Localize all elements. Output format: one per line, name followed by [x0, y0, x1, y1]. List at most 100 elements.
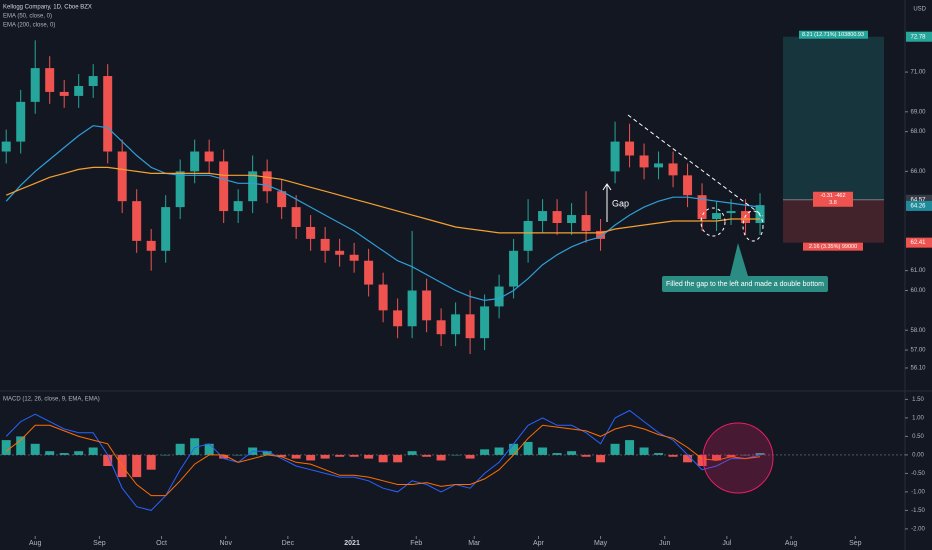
- price-label-box: [906, 31, 932, 42]
- candle-body: [30, 68, 40, 102]
- candle-body: [726, 211, 736, 214]
- candle-body: [45, 68, 55, 92]
- y-tick-label: 66.00: [910, 169, 926, 175]
- histogram-bar: [132, 454, 142, 478]
- histogram-bar: [320, 454, 330, 459]
- histogram-bar: [1, 440, 11, 455]
- histogram-bar: [146, 454, 156, 470]
- y-tick-label: 71.00: [910, 70, 926, 76]
- target-label: 8.21 (12.71%) 103800.93: [802, 32, 864, 38]
- price-label: 62.41: [910, 240, 926, 246]
- bottom-circle: [700, 207, 726, 237]
- histogram-bar: [697, 454, 707, 466]
- histogram-bar: [494, 447, 504, 455]
- candle-body: [88, 76, 98, 86]
- histogram-bar: [407, 451, 417, 455]
- signal-line: [5, 424, 761, 497]
- y-tick-label: 57.00: [910, 348, 926, 354]
- x-tick-label: May: [594, 540, 608, 547]
- histogram-bar: [30, 443, 40, 455]
- candle-body: [654, 163, 664, 168]
- y-tick-label: 56.10: [910, 366, 926, 372]
- histogram-bar: [393, 454, 403, 463]
- candle-body: [552, 211, 562, 223]
- candle-body: [451, 314, 461, 335]
- candle-body: [668, 163, 678, 176]
- y-tick-label: 0.00: [912, 452, 924, 458]
- histogram-bar: [219, 454, 229, 459]
- histogram-bar: [523, 441, 533, 455]
- candle-body: [59, 91, 69, 96]
- y-tick-label: -1.00: [911, 489, 925, 495]
- annotation: Filled the gap to the left and made a do…: [666, 281, 824, 288]
- annotation: Gap: [612, 198, 629, 208]
- histogram-bar: [538, 447, 548, 455]
- candle-body: [277, 191, 287, 208]
- candle-body: [567, 215, 577, 223]
- candle-body: [581, 215, 591, 231]
- y-tick-label: -1.50: [911, 508, 925, 514]
- x-tick-label: Sep: [849, 540, 862, 547]
- histogram-bar: [552, 453, 562, 455]
- histogram-bar: [625, 440, 635, 455]
- callout-box: [662, 276, 828, 292]
- entry-sublabel: 3.8: [829, 200, 837, 206]
- candle-body: [74, 85, 84, 96]
- candle-body: [422, 290, 432, 321]
- stop-label-box: [803, 242, 863, 251]
- candle-body: [117, 151, 127, 202]
- candle-body: [161, 207, 171, 251]
- candle-body: [190, 151, 200, 172]
- candle-body: [465, 314, 475, 339]
- candle-body: [712, 213, 722, 220]
- histogram-bar: [306, 454, 316, 461]
- x-tick-label: Apr: [533, 540, 545, 547]
- histogram-bar: [596, 454, 606, 463]
- histogram-bar: [480, 449, 490, 455]
- histogram-bar: [378, 454, 388, 463]
- histogram-bar: [103, 454, 113, 466]
- profit-zone: [783, 36, 884, 200]
- candle-body: [248, 171, 258, 202]
- price-label-box: [906, 237, 932, 248]
- candle-body: [233, 201, 243, 212]
- candle-body: [610, 141, 620, 172]
- candle-body: [509, 250, 519, 287]
- candle-body: [1, 141, 11, 152]
- price-label-box: [906, 200, 932, 211]
- histogram-bar: [451, 454, 461, 456]
- currency: USD: [913, 7, 926, 13]
- stop-label: 2.16 (3.35%) 99000: [809, 244, 857, 250]
- price-label: 72.78: [910, 34, 926, 40]
- candle-body: [697, 195, 707, 220]
- y-tick-label: -2.00: [911, 526, 925, 532]
- histogram-bar: [74, 451, 84, 455]
- target-label-box: [799, 30, 868, 39]
- macd-line: [5, 409, 761, 511]
- histogram-bar: [277, 454, 287, 457]
- candle-body: [494, 286, 504, 307]
- entry-label: -0.31 -462: [820, 193, 845, 199]
- candle-body: [306, 226, 316, 239]
- candle-body: [204, 151, 214, 162]
- histogram-bar: [639, 447, 649, 455]
- x-tick-label: Aug: [785, 540, 798, 547]
- entry-label-box: [813, 191, 853, 207]
- legend-entry: EMA (50, close, 0): [3, 14, 52, 20]
- price-label: 64.26: [910, 203, 926, 209]
- y-tick-label: 60.00: [910, 288, 926, 294]
- y-tick-label: 68.00: [910, 129, 926, 135]
- histogram-bar: [175, 443, 185, 455]
- histogram-bar: [683, 454, 693, 463]
- x-tick-label: Sep: [93, 540, 106, 547]
- callout-pointer: [730, 243, 748, 276]
- histogram-bar: [364, 454, 374, 459]
- histogram-bar: [262, 451, 272, 455]
- histogram-bar: [88, 447, 98, 455]
- legend-entry: EMA (200, close, 0): [3, 23, 55, 29]
- candle-body: [393, 310, 403, 327]
- candle-body: [320, 238, 330, 251]
- y-tick-label: -0.50: [911, 471, 925, 477]
